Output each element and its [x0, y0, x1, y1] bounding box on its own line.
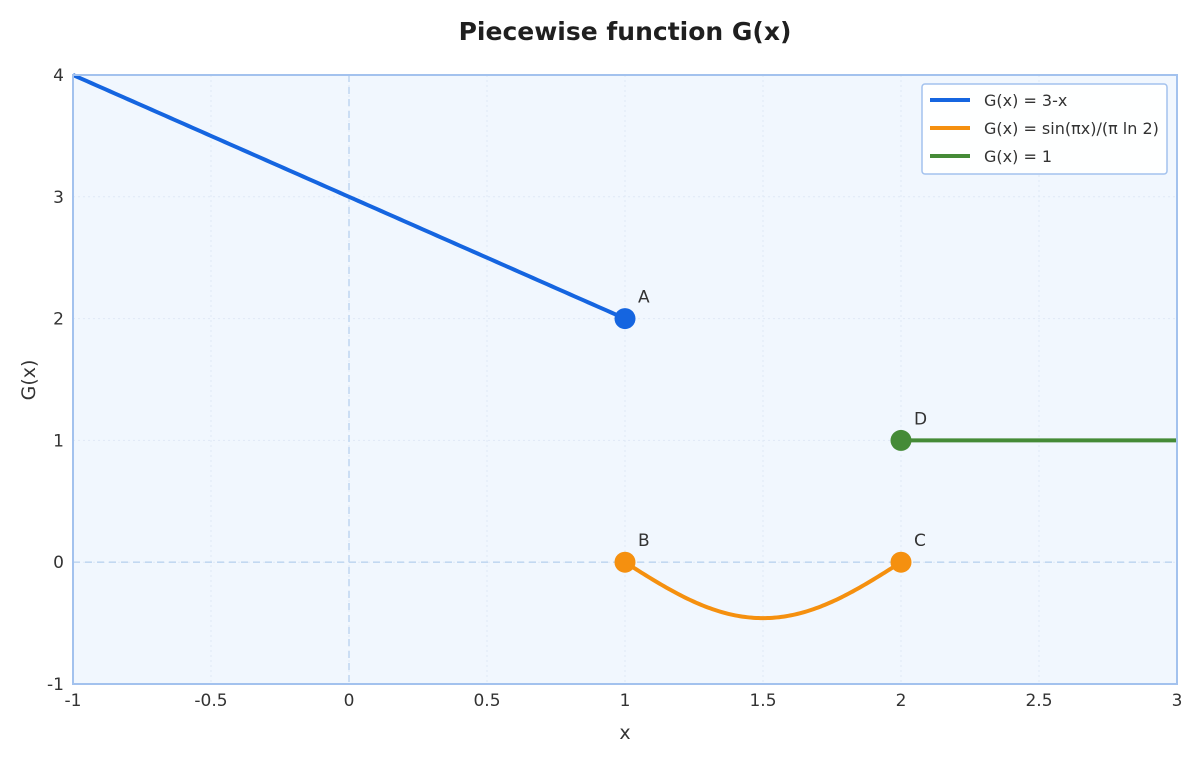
y-axis-label: G(x)	[18, 360, 40, 401]
y-tick-label: 3	[53, 188, 64, 208]
legend-label-3: G(x) = 1	[984, 147, 1052, 166]
legend: G(x) = 3-x G(x) = sin(πx)/(π ln 2) G(x) = …	[921, 83, 1168, 175]
plot-border	[72, 74, 1178, 685]
point-label-a: A	[638, 288, 650, 308]
legend-label-1: G(x) = 3-x	[984, 91, 1067, 110]
point-a	[614, 308, 636, 330]
x-tick-label: 0.5	[473, 691, 500, 711]
x-tick-label: 1	[620, 691, 631, 711]
x-tick-labels: -1 -0.5 0 0.5 1 1.5 2 2.5 3	[65, 691, 1183, 711]
series-line-2	[623, 560, 903, 621]
point-d	[890, 429, 912, 451]
chart-title: Piecewise function G(x)	[459, 17, 792, 46]
point-label-b: B	[638, 531, 650, 551]
points-layer: A B C D	[614, 288, 927, 573]
x-tick-label: 1.5	[749, 691, 776, 711]
series-layer	[72, 73, 1177, 621]
y-tick-label: 2	[53, 310, 64, 330]
legend-label-2: G(x) = sin(πx)/(π ln 2)	[984, 119, 1159, 138]
x-tick-label: -1	[65, 691, 82, 711]
point-label-c: C	[914, 531, 926, 551]
y-tick-label: 0	[53, 553, 64, 573]
x-tick-label: 2	[896, 691, 907, 711]
x-axis-label: x	[619, 722, 630, 744]
y-tick-label: 1	[53, 431, 64, 451]
x-tick-label: 0	[344, 691, 355, 711]
x-tick-label: -0.5	[194, 691, 227, 711]
legend-box	[921, 83, 1168, 175]
point-c	[890, 551, 912, 573]
y-tick-labels: -1 0 1 2 3 4	[47, 66, 64, 695]
x-tick-label: 2.5	[1025, 691, 1052, 711]
y-tick-label: -1	[47, 675, 64, 695]
x-tick-label: 3	[1172, 691, 1183, 711]
point-b	[614, 551, 636, 573]
point-label-d: D	[914, 409, 927, 429]
y-tick-label: 4	[53, 66, 64, 86]
series-line-1	[72, 73, 626, 321]
